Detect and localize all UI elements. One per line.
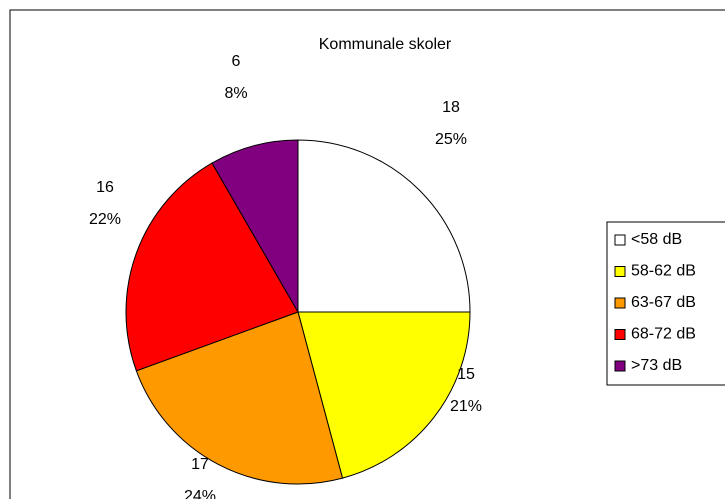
data-label: 6 [232,53,241,70]
data-label: 18 [442,99,460,116]
legend-swatch [614,266,626,277]
chart-title: Kommunale skoler [319,36,452,53]
data-label: 17 [191,456,209,473]
percent-label: 25% [435,131,467,148]
percent-label: 22% [89,211,121,228]
legend-label: 63-67 dB [631,294,696,311]
data-label: 15 [457,366,475,383]
legend-frame [606,221,725,386]
legend-label: >73 dB [631,357,682,374]
pie-slice [297,139,471,313]
pie-slice [135,311,344,485]
legend-label: <58 dB [631,231,682,248]
percent-label: 24% [184,488,216,499]
legend-swatch [614,297,626,309]
data-label: 16 [96,179,114,196]
pie-slice [211,139,299,314]
legend-label: 58-62 dB [631,263,696,280]
percent-label: 8% [224,85,247,102]
legend-label: 68-72 dB [631,326,696,343]
pie-slice [297,311,471,479]
legend-swatch [614,329,626,340]
percent-label: 21% [450,398,482,415]
pie-slice [125,162,299,372]
legend-swatch [614,360,626,372]
legend-swatch [614,234,626,246]
